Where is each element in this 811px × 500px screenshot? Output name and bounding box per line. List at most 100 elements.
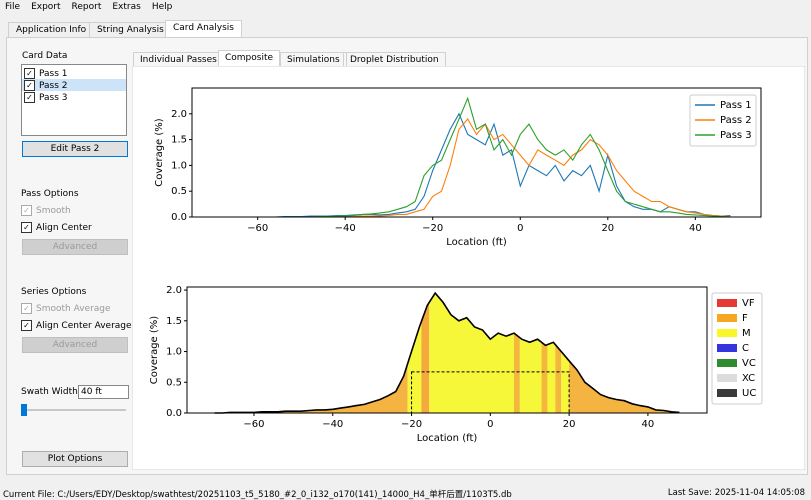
plot-canvas: −60 −40 −20 0 20 40 0.0 0.5 1.0 1.5 2.0 Location (f…: [132, 66, 805, 470]
legend-swatch: [717, 344, 737, 352]
group-title: Card Data: [22, 51, 68, 61]
legend-label: VC: [742, 358, 756, 369]
subtab[interactable]: Simulations: [280, 52, 347, 67]
subtab[interactable]: Individual Passes: [133, 52, 224, 67]
legend-label: C: [742, 343, 749, 354]
y-tick-label: 2.0: [166, 285, 182, 296]
menu-item[interactable]: Export: [31, 2, 61, 12]
advanced-button[interactable]: Advanced: [22, 337, 128, 353]
fill-region: [421, 293, 430, 413]
y-tick-label: 1.5: [171, 135, 187, 146]
menu-item[interactable]: Extras: [112, 2, 141, 12]
x-tick-label: −40: [335, 223, 356, 234]
legend-swatch: [717, 314, 737, 322]
legend-label: UC: [742, 388, 756, 399]
legend: Pass 1 Pass 2 Pass 3: [689, 94, 757, 147]
list-item[interactable]: ✓ Pass 1: [24, 68, 68, 79]
legend-swatch: [717, 359, 737, 367]
swath-label: Swath Width:: [21, 387, 81, 397]
area-outline: [214, 291, 680, 414]
x-tick-label: −40: [322, 419, 343, 430]
slider-track: [22, 409, 126, 411]
slider-handle[interactable]: [21, 404, 27, 416]
checkbox[interactable]: ✓ Smooth Average: [21, 303, 111, 314]
menu-item[interactable]: Help: [151, 2, 173, 12]
x-tick-label: 0: [487, 419, 493, 430]
checkbox-label: Align Center Average: [36, 320, 132, 331]
subtab[interactable]: Droplet Distribution: [343, 52, 446, 67]
legend-swatch: [717, 374, 737, 382]
pass-name: Pass 1: [39, 68, 68, 79]
list-item[interactable]: ✓ Pass 2: [24, 80, 68, 91]
advanced-button[interactable]: Advanced: [22, 239, 128, 255]
x-tick-label: 20: [563, 419, 576, 430]
swath-value: 40 ft: [81, 387, 102, 397]
x-tick-label: 20: [601, 223, 614, 234]
legend-label: XC: [742, 373, 755, 384]
y-tick-label: 1.0: [166, 347, 182, 358]
pass-name: Pass 2: [39, 80, 68, 91]
legend-box: [689, 94, 757, 147]
checkbox[interactable]: ✓ Align Center: [21, 222, 92, 233]
status-save: Last Save: 2025-11-04 14:05:08: [667, 488, 805, 498]
group-title: Series Options: [21, 287, 87, 297]
legend-swatch: [717, 329, 737, 337]
menu-bar: File Export Report Extras Help: [5, 2, 172, 12]
checkbox-label: Smooth Average: [36, 303, 111, 314]
legend-label: Pass 3: [720, 130, 752, 141]
legend-swatch: [717, 299, 737, 307]
x-tick-label: 0: [517, 223, 523, 234]
fill-region: [547, 293, 556, 413]
pass-list: ✓ Pass 1 ✓ Pass 2 ✓ Pass 3: [21, 64, 127, 136]
list-item[interactable]: ✓ Pass 3: [24, 92, 68, 103]
x-axis-label: Location (ft): [417, 433, 478, 444]
x-tick-label: 40: [689, 223, 702, 234]
checkbox-label: Smooth: [36, 205, 71, 216]
checkbox-label: Align Center: [36, 222, 92, 233]
checkbox[interactable]: ✓ Smooth: [21, 205, 71, 216]
legend-label: F: [742, 313, 748, 324]
pass-name: Pass 3: [39, 92, 68, 103]
y-tick-label: 0.5: [171, 186, 187, 197]
y-tick-label: 0.5: [166, 377, 182, 388]
tab[interactable]: Application Info: [8, 22, 95, 38]
x-tick-label: −60: [247, 223, 268, 234]
x-tick-label: −20: [422, 223, 443, 234]
fill-region: [541, 293, 548, 413]
legend-swatch: [717, 389, 737, 397]
legend: VF FMC VC XC UC: [711, 292, 763, 405]
plot-frame: [186, 286, 708, 414]
y-axis-label: Coverage (%): [154, 118, 165, 186]
legend-label: M: [742, 328, 751, 339]
y-axis-label: Coverage (%): [149, 316, 160, 384]
x-tick-label: 40: [642, 419, 655, 430]
legend-label: VF: [742, 298, 755, 309]
checkbox[interactable]: ✓ Align Center Average: [21, 320, 132, 331]
legend-label: Pass 2: [720, 115, 752, 126]
fill-region: [513, 293, 520, 413]
subtab[interactable]: Composite: [218, 50, 281, 67]
x-tick-label: −20: [401, 419, 422, 430]
y-tick-label: 2.0: [171, 109, 187, 120]
group-title: Pass Options: [21, 189, 79, 199]
x-axis-label: Location (ft): [446, 237, 507, 248]
status-file: Current File: C:/Users/EDY/Desktop/swath…: [3, 490, 512, 500]
y-tick-label: 1.5: [166, 316, 182, 327]
plot-frame: [191, 87, 762, 218]
selection: [22, 79, 126, 91]
tab[interactable]: String Analysis: [89, 22, 172, 38]
y-tick-label: 1.0: [171, 160, 187, 171]
menu-item[interactable]: Report: [71, 2, 102, 12]
x-tick-label: −60: [243, 419, 264, 430]
y-tick-label: 0.0: [166, 408, 182, 419]
chart: −60 −40 −20 0 20 40 0.0 0.5 1.0 1.5 2.0 Location (f…: [154, 87, 762, 248]
tab[interactable]: Card Analysis: [165, 20, 242, 38]
menu-item[interactable]: File: [5, 2, 21, 12]
legend-label: Pass 1: [720, 100, 752, 111]
y-tick-label: 0.0: [171, 212, 187, 223]
fill-region: [555, 293, 562, 413]
swath-spinbox[interactable]: 40 ft: [78, 385, 129, 399]
edit-button[interactable]: Edit Pass 2: [22, 141, 128, 157]
plot-options-button[interactable]: Plot Options: [22, 451, 128, 467]
